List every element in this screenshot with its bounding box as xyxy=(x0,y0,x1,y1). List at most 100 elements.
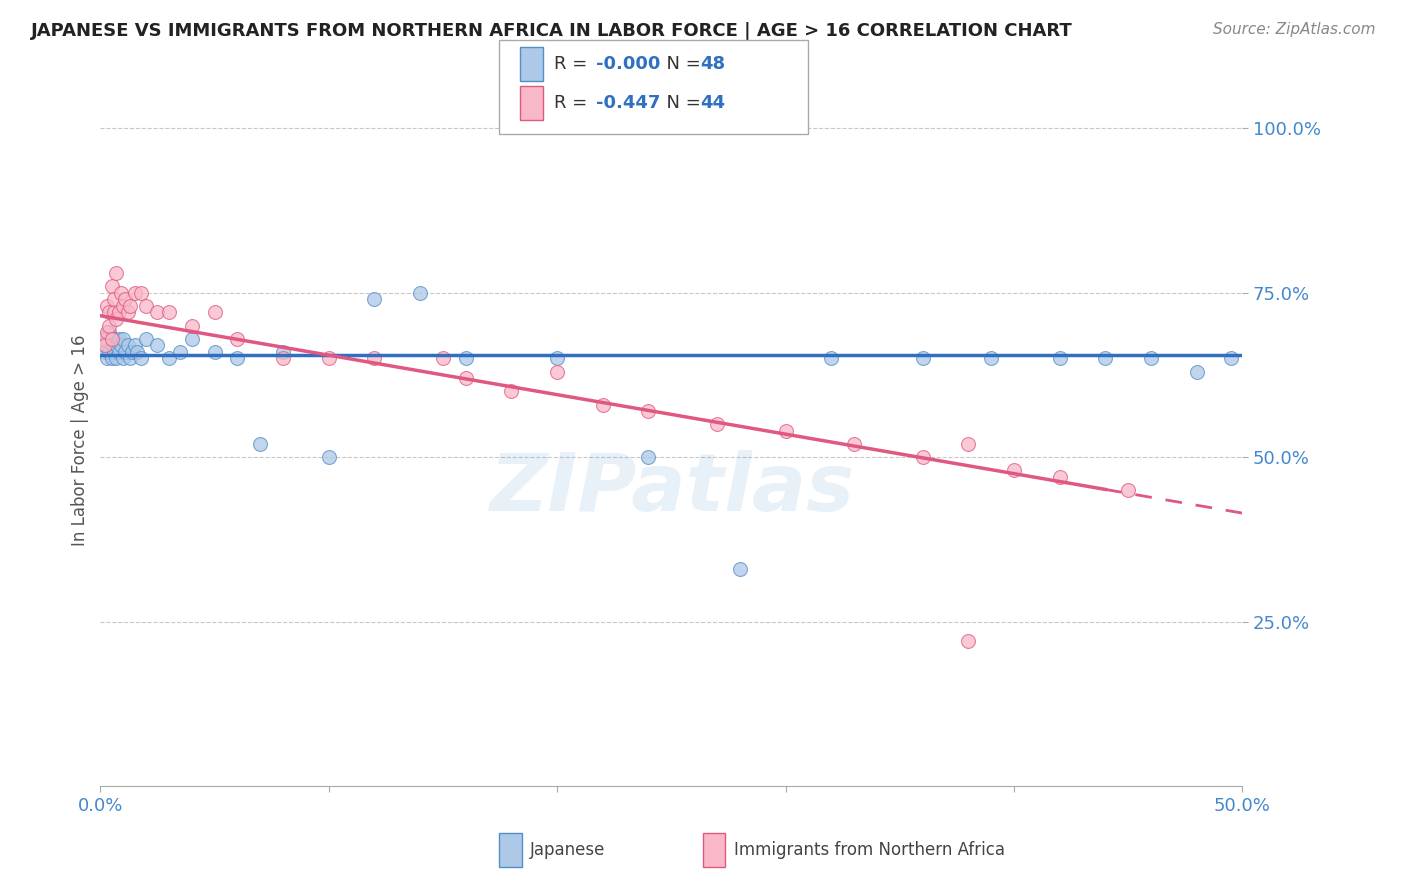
Point xyxy=(131,351,153,366)
Point xyxy=(103,332,125,346)
Point xyxy=(363,292,385,306)
Point xyxy=(169,344,191,359)
Point xyxy=(728,562,751,576)
Text: Immigrants from Northern Africa: Immigrants from Northern Africa xyxy=(734,841,1005,859)
Point xyxy=(110,285,132,300)
Point xyxy=(98,344,121,359)
Point xyxy=(91,338,114,352)
Text: 44: 44 xyxy=(700,94,725,112)
Point xyxy=(146,305,169,319)
Point xyxy=(1094,351,1116,366)
Point xyxy=(249,437,271,451)
Point xyxy=(1002,463,1025,477)
Point xyxy=(1185,365,1208,379)
Point xyxy=(125,344,148,359)
Text: R =: R = xyxy=(554,94,593,112)
Point xyxy=(135,299,157,313)
Point xyxy=(146,338,169,352)
Point xyxy=(318,450,340,465)
Text: Japanese: Japanese xyxy=(530,841,606,859)
Point xyxy=(100,279,122,293)
Point xyxy=(1219,351,1241,366)
Point xyxy=(114,344,136,359)
Point xyxy=(637,404,659,418)
Point xyxy=(124,338,146,352)
Point xyxy=(911,351,934,366)
Point xyxy=(105,312,128,326)
Text: -0.447: -0.447 xyxy=(596,94,661,112)
Point xyxy=(957,437,980,451)
Point xyxy=(157,305,180,319)
Point xyxy=(96,325,118,339)
Text: JAPANESE VS IMMIGRANTS FROM NORTHERN AFRICA IN LABOR FORCE | AGE > 16 CORRELATIO: JAPANESE VS IMMIGRANTS FROM NORTHERN AFR… xyxy=(31,22,1073,40)
Point xyxy=(96,332,118,346)
Point xyxy=(957,634,980,648)
Point xyxy=(204,344,226,359)
Point xyxy=(105,351,128,366)
Point xyxy=(100,332,122,346)
Point xyxy=(637,450,659,465)
Point xyxy=(110,338,132,352)
Point xyxy=(112,299,135,313)
Point xyxy=(114,292,136,306)
Point xyxy=(409,285,432,300)
Point xyxy=(91,332,114,346)
Point xyxy=(454,371,477,385)
Point xyxy=(107,344,129,359)
Point xyxy=(107,305,129,319)
Text: N =: N = xyxy=(655,54,707,72)
Point xyxy=(105,266,128,280)
Point xyxy=(105,338,128,352)
Point xyxy=(226,351,249,366)
Text: N =: N = xyxy=(655,94,707,112)
Point xyxy=(118,299,141,313)
Point xyxy=(94,344,117,359)
Point xyxy=(592,398,614,412)
Point xyxy=(124,285,146,300)
Point xyxy=(94,338,117,352)
Point xyxy=(100,351,122,366)
Point xyxy=(432,351,454,366)
Point xyxy=(96,351,118,366)
Point xyxy=(118,351,141,366)
Point xyxy=(501,384,523,399)
Point xyxy=(1140,351,1163,366)
Point xyxy=(911,450,934,465)
Point xyxy=(180,332,202,346)
Point xyxy=(363,351,385,366)
Point xyxy=(112,332,135,346)
Point xyxy=(131,285,153,300)
Y-axis label: In Labor Force | Age > 16: In Labor Force | Age > 16 xyxy=(72,335,89,547)
Text: Source: ZipAtlas.com: Source: ZipAtlas.com xyxy=(1212,22,1375,37)
Point xyxy=(98,318,121,333)
Point xyxy=(980,351,1002,366)
Point xyxy=(1116,483,1139,497)
Point xyxy=(103,292,125,306)
Point xyxy=(117,338,139,352)
Point xyxy=(117,305,139,319)
Text: R =: R = xyxy=(554,54,593,72)
Point xyxy=(706,417,728,432)
Point xyxy=(1049,351,1071,366)
Point xyxy=(157,351,180,366)
Point xyxy=(98,325,121,339)
Point xyxy=(1049,470,1071,484)
Point xyxy=(454,351,477,366)
Point xyxy=(842,437,865,451)
Point xyxy=(121,344,143,359)
Point xyxy=(318,351,340,366)
Point xyxy=(135,332,157,346)
Point xyxy=(107,332,129,346)
Point xyxy=(103,305,125,319)
Point xyxy=(271,344,294,359)
Point xyxy=(204,305,226,319)
Point xyxy=(546,351,568,366)
Point xyxy=(96,299,118,313)
Point xyxy=(226,332,249,346)
Point xyxy=(103,344,125,359)
Point xyxy=(271,351,294,366)
Point xyxy=(100,338,122,352)
Point xyxy=(546,365,568,379)
Text: 48: 48 xyxy=(700,54,725,72)
Point xyxy=(775,424,797,438)
